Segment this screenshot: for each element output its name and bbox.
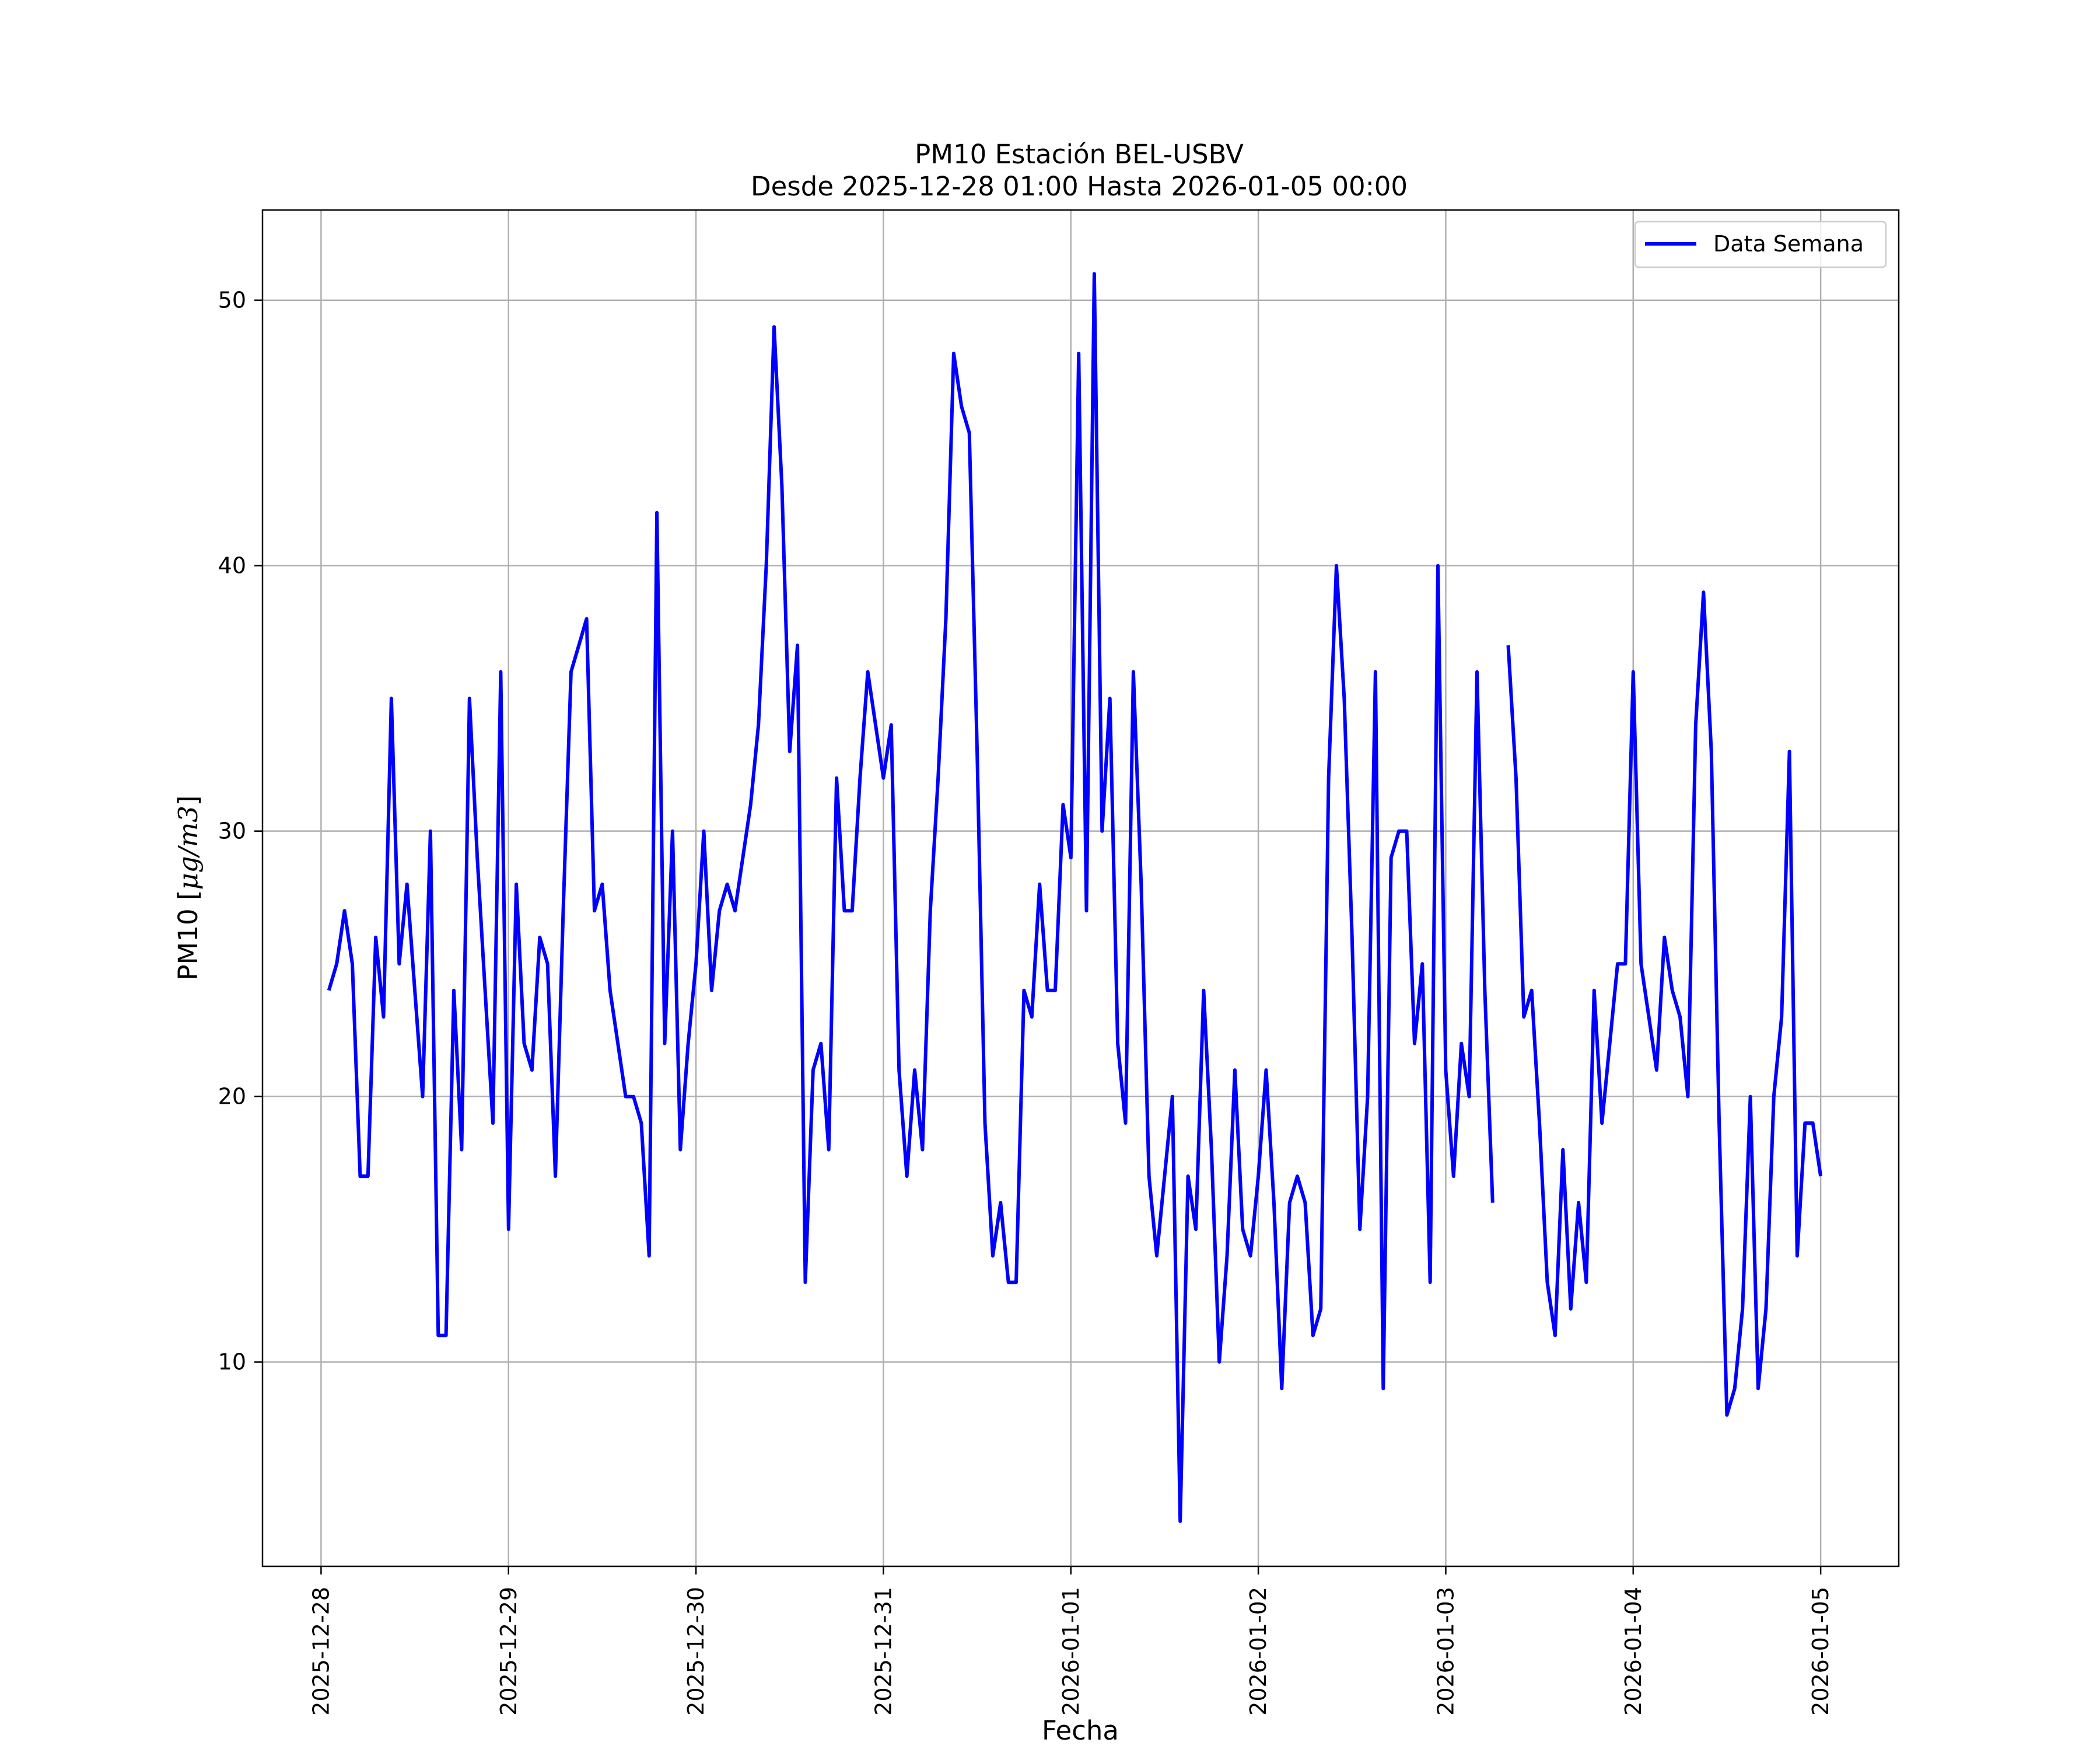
x-tick-label: 2026-01-03: [1433, 1587, 1458, 1716]
series-line-data-semana: [327, 272, 1823, 1523]
y-axis-label-text: PM10 [: [173, 890, 204, 980]
y-tick-label: 40: [218, 553, 246, 579]
chart-title: PM10 Estación BEL-USBV: [915, 139, 1244, 170]
y-axis-ticks: 10 20 30 40 50: [218, 288, 262, 1375]
chart-subtitle: Desde 2025-12-28 01:00 Hasta 2026-01-05 …: [751, 171, 1408, 202]
y-tick-label: 50: [218, 288, 246, 313]
y-tick-label: 10: [218, 1349, 246, 1375]
x-tick-label: 2025-12-28: [308, 1587, 334, 1716]
x-gridlines: [320, 210, 1822, 1566]
x-tick-label: 2025-12-31: [870, 1587, 896, 1716]
x-tick-label: 2026-01-01: [1058, 1587, 1084, 1716]
x-tick-label: 2025-12-30: [683, 1587, 709, 1716]
x-axis-label: Fecha: [1042, 1715, 1119, 1746]
legend-label-data-semana: Data Semana: [1713, 231, 1864, 257]
y-tick-label: 20: [218, 1084, 246, 1110]
legend-box: [1634, 221, 1887, 268]
legend: Data Semana: [1634, 221, 1887, 268]
x-tick-label: 2026-01-02: [1245, 1587, 1271, 1716]
y-axis-label-units: μg/m3: [173, 806, 204, 890]
y-axis-label-close: ]: [173, 795, 204, 806]
plot-frame: [261, 209, 1900, 1567]
x-tick-label: 2026-01-04: [1620, 1587, 1646, 1716]
series-layer: [327, 272, 1823, 1523]
x-tick-label: 2026-01-05: [1808, 1587, 1833, 1716]
x-tick-label: 2025-12-29: [496, 1587, 522, 1716]
y-tick-label: 30: [218, 818, 246, 844]
x-axis-ticks: 2025-12-28 2025-12-29 2025-12-30 2025-12-31…: [308, 1566, 1833, 1716]
y-axis-label: PM10 [μg/m3]: [173, 795, 204, 980]
